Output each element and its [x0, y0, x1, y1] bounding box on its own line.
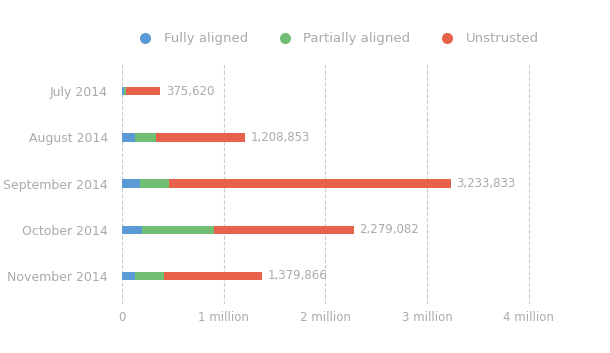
- Bar: [135, 272, 163, 280]
- Text: 1,208,853: 1,208,853: [251, 131, 310, 144]
- Bar: [140, 179, 169, 188]
- Text: 1,379,866: 1,379,866: [268, 269, 328, 282]
- Bar: [122, 87, 123, 95]
- Bar: [142, 226, 213, 234]
- Legend: Fully aligned, Partially aligned, Unstrusted: Fully aligned, Partially aligned, Unstru…: [127, 27, 544, 50]
- Bar: [122, 226, 142, 234]
- Bar: [156, 133, 245, 142]
- Bar: [163, 272, 262, 280]
- Bar: [214, 226, 354, 234]
- Text: 3,233,833: 3,233,833: [456, 177, 515, 190]
- Bar: [122, 179, 140, 188]
- Bar: [122, 272, 135, 280]
- Bar: [122, 133, 135, 142]
- Bar: [135, 133, 156, 142]
- Text: 375,620: 375,620: [166, 85, 214, 98]
- Bar: [126, 87, 160, 95]
- Bar: [169, 179, 451, 188]
- Text: 2,279,082: 2,279,082: [359, 223, 419, 236]
- Bar: [123, 87, 126, 95]
